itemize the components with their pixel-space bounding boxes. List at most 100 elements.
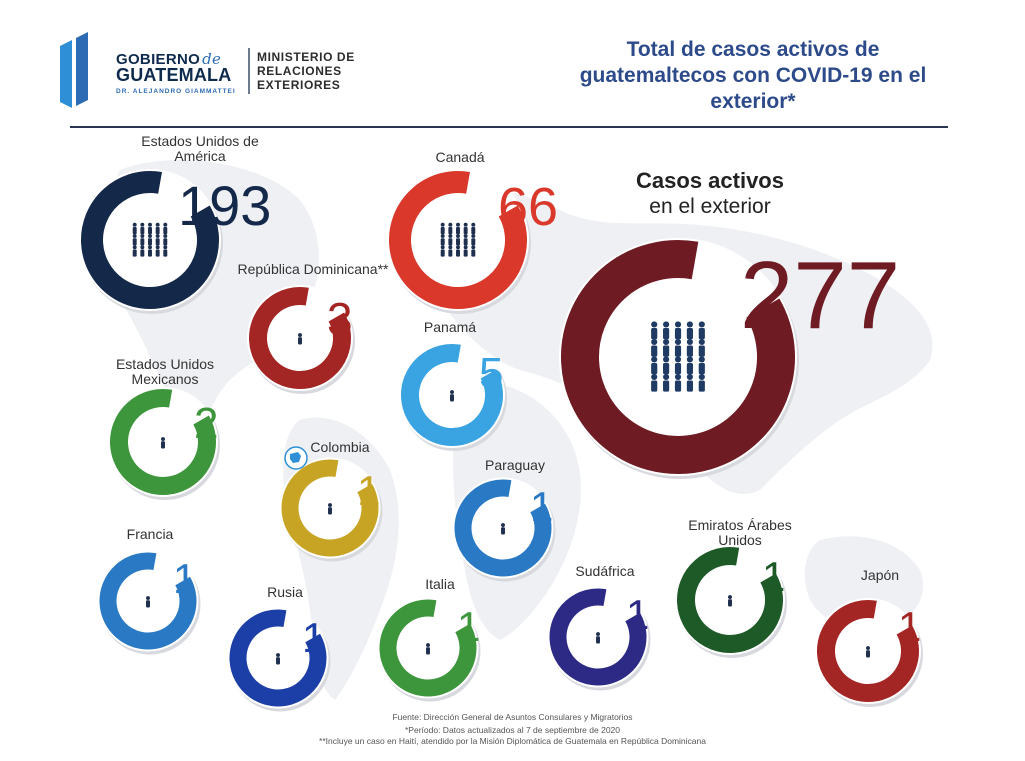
case-count: 193 <box>178 174 272 237</box>
country-1-ring-arc <box>389 171 527 309</box>
country-name-line: Mexicanos <box>131 371 199 387</box>
country-name: Estados Unidos de América <box>110 134 290 164</box>
country-6-ring-arc <box>454 479 552 577</box>
country-9-ring-arc <box>379 599 477 697</box>
country-name-line: Estados Unidos <box>115 356 215 372</box>
country-4-ring-arc <box>110 389 216 495</box>
case-count: 3 <box>327 293 353 345</box>
person-icon <box>866 646 870 658</box>
country-8-ring-arc <box>229 609 327 707</box>
footnote-note: **Incluye un caso en Haití, atendido por… <box>319 736 706 746</box>
footnote-source: Fuente: Dirección General de Asuntos Con… <box>392 712 633 722</box>
guatemala-logo-icon <box>60 32 88 108</box>
country-name: Sudáfrica <box>560 564 650 579</box>
people-group-icon <box>440 222 476 257</box>
country-name-line: Francia <box>126 526 174 542</box>
country-name: Italia <box>400 577 480 592</box>
case-count: 1 <box>173 555 197 602</box>
page-title-line-3: exterior* <box>710 90 796 113</box>
logo-president: DR. ALEJANDRO GIAMMATTEI <box>116 88 236 95</box>
logo-guatemala: GUATEMALA <box>116 65 232 85</box>
country-8-ring <box>227 607 331 712</box>
country-name: Emiratos Árabes Unidos <box>680 518 800 548</box>
total-label-line-2: en el exterior <box>649 195 771 218</box>
country-3-ring <box>399 342 507 451</box>
country-name-line: Colombia <box>310 439 370 455</box>
country-7-ring-arc <box>99 552 197 650</box>
guatemala-map-icon <box>284 446 308 470</box>
country-12-ring <box>815 598 923 707</box>
country-1-ring <box>387 169 531 314</box>
total-label-line-1: Casos activos <box>636 168 784 193</box>
country-name: Francia <box>110 527 190 542</box>
country-5-ring <box>279 457 383 562</box>
case-count: 1 <box>898 603 922 650</box>
case-count: 1 <box>302 614 326 661</box>
country-name: Japón <box>840 568 920 583</box>
country-3-ring-arc <box>401 344 503 446</box>
country-name: Canadá <box>420 150 500 165</box>
country-name: Rusia <box>250 585 320 600</box>
total-case-count: 277 <box>740 242 901 349</box>
case-count: 1 <box>762 553 786 600</box>
country-name: República Dominicana** <box>228 262 398 277</box>
country-0-ring <box>79 169 223 314</box>
country-6-ring <box>452 477 556 582</box>
country-4-ring <box>108 387 220 500</box>
person-icon <box>298 333 302 345</box>
people-group-icon <box>132 222 168 257</box>
country-12-ring-arc <box>817 600 919 702</box>
country-name-line: Estados Unidos de <box>141 133 259 149</box>
footnote-period: *Período: Datos actualizados al 7 de sep… <box>405 725 620 735</box>
header-divider <box>70 126 948 128</box>
country-5-ring-arc <box>281 459 379 557</box>
case-count: 1 <box>357 467 381 514</box>
country-name: Panamá <box>420 320 480 335</box>
case-count: 66 <box>498 177 559 237</box>
country-name-line: Japón <box>860 567 900 583</box>
people-group-icon <box>651 321 705 392</box>
case-count: 2 <box>194 399 219 448</box>
country-name-line: Italia <box>425 576 455 592</box>
case-count: 1 <box>457 603 481 650</box>
country-name-line: Unidos <box>718 532 762 548</box>
ministry-line-1: MINISTERIO DE <box>257 50 355 64</box>
logo-gobierno: GOBIERNO de <box>116 50 222 68</box>
person-icon <box>276 653 280 665</box>
country-7-ring <box>97 550 201 655</box>
country-9-ring <box>377 597 481 702</box>
ministry-line-3: EXTERIORES <box>257 78 341 92</box>
total-ring <box>559 238 799 479</box>
case-count: 5 <box>479 349 504 398</box>
person-icon <box>426 643 430 655</box>
ministry-line-2: RELACIONES <box>257 64 342 78</box>
person-icon <box>146 596 150 608</box>
country-name-line: Paraguay <box>485 457 545 473</box>
country-name: Estados Unidos Mexicanos <box>110 357 220 387</box>
person-icon <box>728 595 732 607</box>
person-icon <box>501 523 505 535</box>
country-name: Paraguay <box>470 458 560 473</box>
person-icon <box>450 390 454 402</box>
logo-divider <box>248 48 250 94</box>
person-icon <box>328 503 332 515</box>
country-name-line: Sudáfrica <box>575 563 635 579</box>
country-name-line: Panamá <box>423 319 477 335</box>
page-title-line-2: guatemaltecos con COVID-19 en el <box>579 64 927 87</box>
person-icon <box>596 632 600 644</box>
page-title-line-1: Total de casos activos de <box>626 38 880 61</box>
country-name-line: Emiratos Árabes <box>688 517 792 533</box>
country-name-line: Rusia <box>267 584 303 600</box>
total-label: Casos activos en el exterior <box>600 168 820 220</box>
country-name-line: República Dominicana** <box>237 261 389 277</box>
country-name: Colombia <box>300 440 380 455</box>
case-count: 1 <box>626 591 650 638</box>
country-11-ring-arc <box>677 547 783 653</box>
country-name-line: América <box>174 148 226 164</box>
case-count: 1 <box>530 483 554 530</box>
country-2-ring-arc <box>249 287 351 389</box>
country-11-ring <box>675 545 787 658</box>
country-name-line: Canadá <box>435 149 485 165</box>
person-icon <box>161 437 165 449</box>
total-ring-arc <box>561 240 795 474</box>
